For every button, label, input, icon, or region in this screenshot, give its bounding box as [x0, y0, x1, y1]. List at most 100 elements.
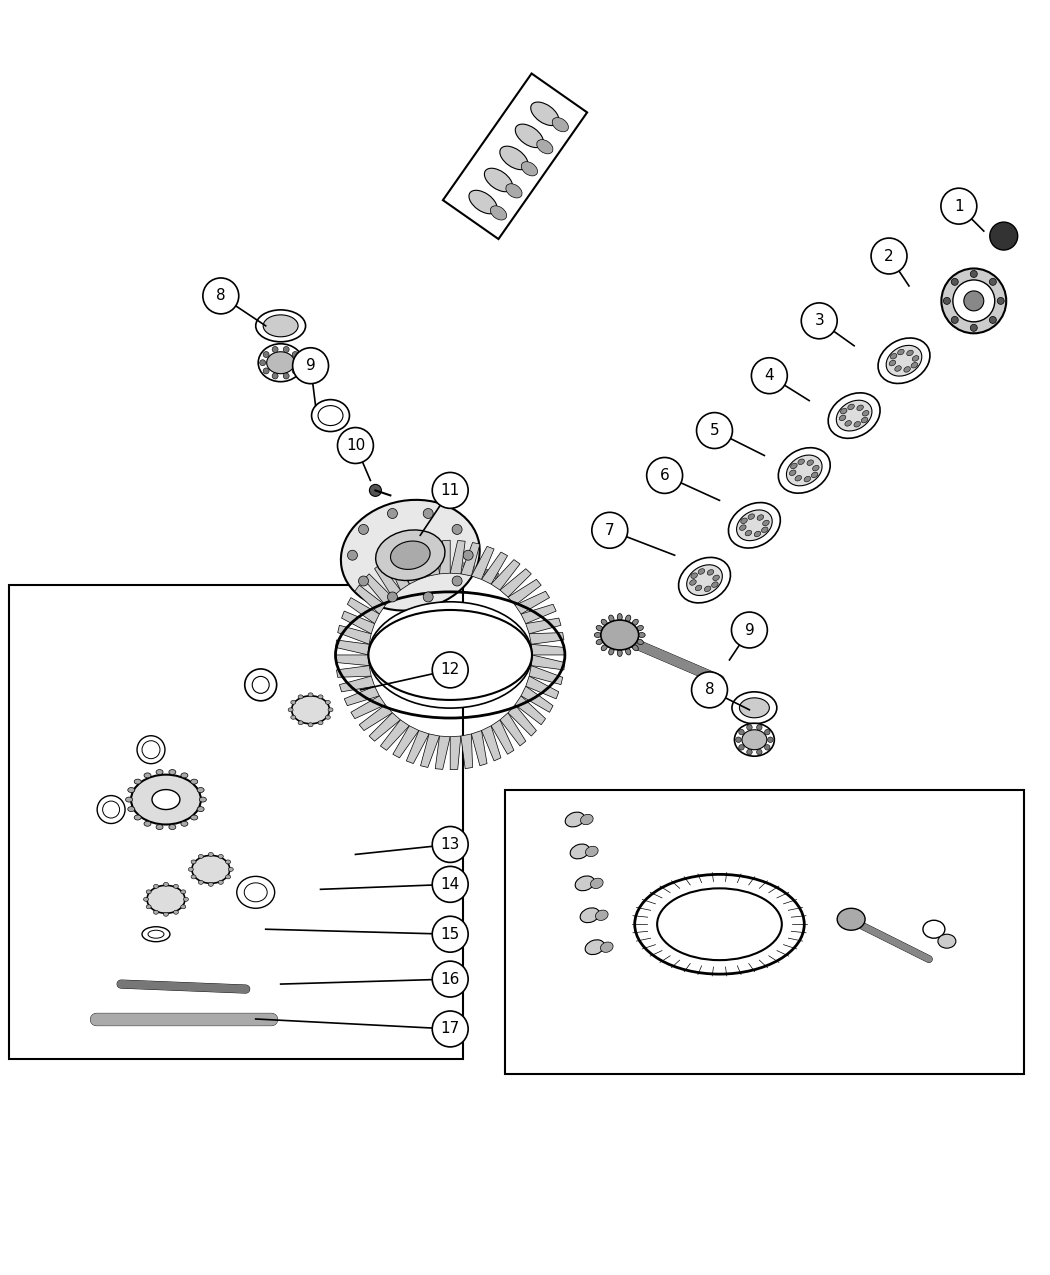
Ellipse shape: [601, 942, 613, 952]
Polygon shape: [341, 611, 375, 634]
Ellipse shape: [245, 882, 267, 901]
Circle shape: [433, 917, 468, 952]
Polygon shape: [491, 560, 520, 590]
Ellipse shape: [837, 908, 865, 931]
Ellipse shape: [812, 472, 818, 478]
Ellipse shape: [267, 352, 295, 374]
Ellipse shape: [791, 463, 797, 469]
Ellipse shape: [156, 770, 163, 774]
Polygon shape: [471, 731, 487, 766]
Ellipse shape: [208, 882, 213, 886]
Ellipse shape: [156, 825, 163, 830]
Ellipse shape: [291, 700, 296, 704]
Ellipse shape: [173, 885, 178, 889]
Polygon shape: [500, 569, 531, 597]
Ellipse shape: [898, 349, 904, 354]
Ellipse shape: [754, 532, 761, 537]
Text: 9: 9: [744, 622, 754, 638]
Polygon shape: [406, 731, 429, 764]
Ellipse shape: [998, 297, 1004, 305]
Ellipse shape: [951, 316, 959, 324]
Ellipse shape: [326, 700, 331, 704]
Ellipse shape: [786, 455, 822, 486]
Ellipse shape: [128, 788, 134, 793]
Ellipse shape: [596, 639, 603, 645]
Ellipse shape: [537, 139, 553, 154]
Polygon shape: [364, 574, 393, 606]
Ellipse shape: [970, 324, 978, 332]
Ellipse shape: [609, 648, 614, 655]
Ellipse shape: [798, 459, 804, 464]
Ellipse shape: [423, 592, 434, 602]
Ellipse shape: [952, 280, 994, 321]
Ellipse shape: [218, 880, 224, 885]
Ellipse shape: [757, 724, 762, 731]
Polygon shape: [375, 564, 400, 597]
Circle shape: [433, 867, 468, 903]
Ellipse shape: [181, 773, 188, 778]
Ellipse shape: [912, 356, 919, 361]
Circle shape: [592, 513, 628, 548]
Ellipse shape: [687, 565, 722, 595]
Ellipse shape: [198, 880, 204, 885]
Ellipse shape: [521, 162, 538, 176]
Polygon shape: [339, 676, 375, 692]
Ellipse shape: [208, 853, 213, 857]
Polygon shape: [351, 696, 385, 719]
Ellipse shape: [341, 500, 480, 611]
Ellipse shape: [712, 581, 718, 588]
Polygon shape: [471, 547, 495, 579]
Ellipse shape: [632, 620, 638, 625]
Ellipse shape: [358, 524, 369, 534]
Ellipse shape: [490, 205, 507, 221]
Ellipse shape: [632, 645, 638, 650]
Ellipse shape: [387, 509, 397, 519]
Text: 16: 16: [441, 972, 460, 987]
Polygon shape: [427, 542, 440, 576]
Ellipse shape: [586, 847, 598, 857]
Ellipse shape: [594, 632, 602, 638]
Ellipse shape: [678, 557, 731, 603]
Polygon shape: [338, 625, 372, 644]
Ellipse shape: [198, 854, 204, 858]
Text: 17: 17: [441, 1021, 460, 1037]
Ellipse shape: [764, 745, 770, 750]
Ellipse shape: [326, 715, 331, 719]
Ellipse shape: [742, 729, 766, 750]
Polygon shape: [399, 550, 419, 584]
Ellipse shape: [376, 530, 445, 580]
Polygon shape: [450, 736, 461, 770]
Text: 8: 8: [705, 682, 714, 697]
Ellipse shape: [636, 639, 644, 645]
Ellipse shape: [942, 269, 1006, 333]
Ellipse shape: [590, 878, 603, 889]
Ellipse shape: [762, 520, 770, 525]
Text: 10: 10: [345, 439, 365, 453]
Ellipse shape: [740, 518, 748, 524]
Ellipse shape: [734, 723, 774, 756]
Ellipse shape: [298, 720, 303, 724]
Ellipse shape: [188, 867, 193, 871]
Ellipse shape: [197, 788, 204, 793]
Circle shape: [293, 348, 329, 384]
Polygon shape: [529, 666, 563, 685]
Circle shape: [433, 961, 468, 997]
Ellipse shape: [761, 527, 768, 533]
Ellipse shape: [453, 524, 462, 534]
Circle shape: [872, 238, 907, 274]
Ellipse shape: [845, 421, 852, 426]
Ellipse shape: [500, 147, 528, 170]
Ellipse shape: [857, 405, 863, 411]
Text: 3: 3: [815, 314, 824, 329]
Ellipse shape: [964, 291, 984, 311]
Text: 1: 1: [954, 199, 964, 214]
Ellipse shape: [369, 609, 532, 700]
Ellipse shape: [862, 411, 869, 416]
Ellipse shape: [152, 789, 180, 810]
Polygon shape: [500, 713, 526, 746]
Ellipse shape: [284, 374, 289, 379]
Ellipse shape: [391, 541, 430, 570]
Polygon shape: [450, 541, 465, 574]
Polygon shape: [529, 632, 564, 644]
Ellipse shape: [318, 720, 323, 724]
